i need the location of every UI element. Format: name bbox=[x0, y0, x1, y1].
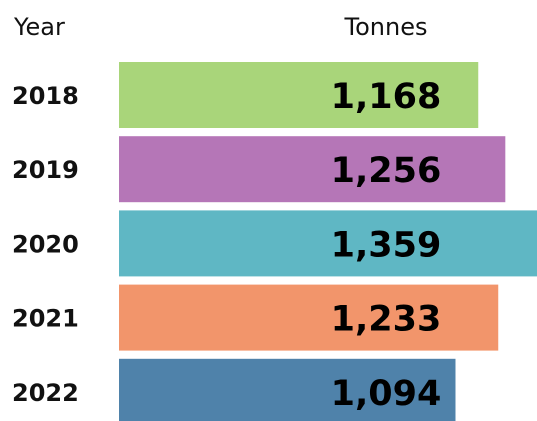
bar bbox=[119, 62, 479, 128]
bar bbox=[119, 210, 537, 277]
bar bbox=[119, 358, 456, 421]
value-label: 1,168 bbox=[331, 77, 442, 117]
value-label: 1,359 bbox=[331, 225, 442, 265]
value-label: 1,233 bbox=[331, 300, 442, 340]
year-label: 2018 bbox=[12, 82, 79, 110]
year-label: 2019 bbox=[12, 156, 79, 184]
bar bbox=[119, 284, 499, 351]
value-label: 1,256 bbox=[331, 151, 442, 191]
year-label: 2022 bbox=[12, 379, 79, 407]
value-label: 1,094 bbox=[331, 374, 442, 414]
year-label: 2020 bbox=[12, 230, 79, 258]
year-label: 2021 bbox=[12, 305, 79, 333]
value-header: Tonnes bbox=[344, 13, 428, 41]
category-header: Year bbox=[13, 13, 65, 41]
bar bbox=[119, 136, 506, 203]
